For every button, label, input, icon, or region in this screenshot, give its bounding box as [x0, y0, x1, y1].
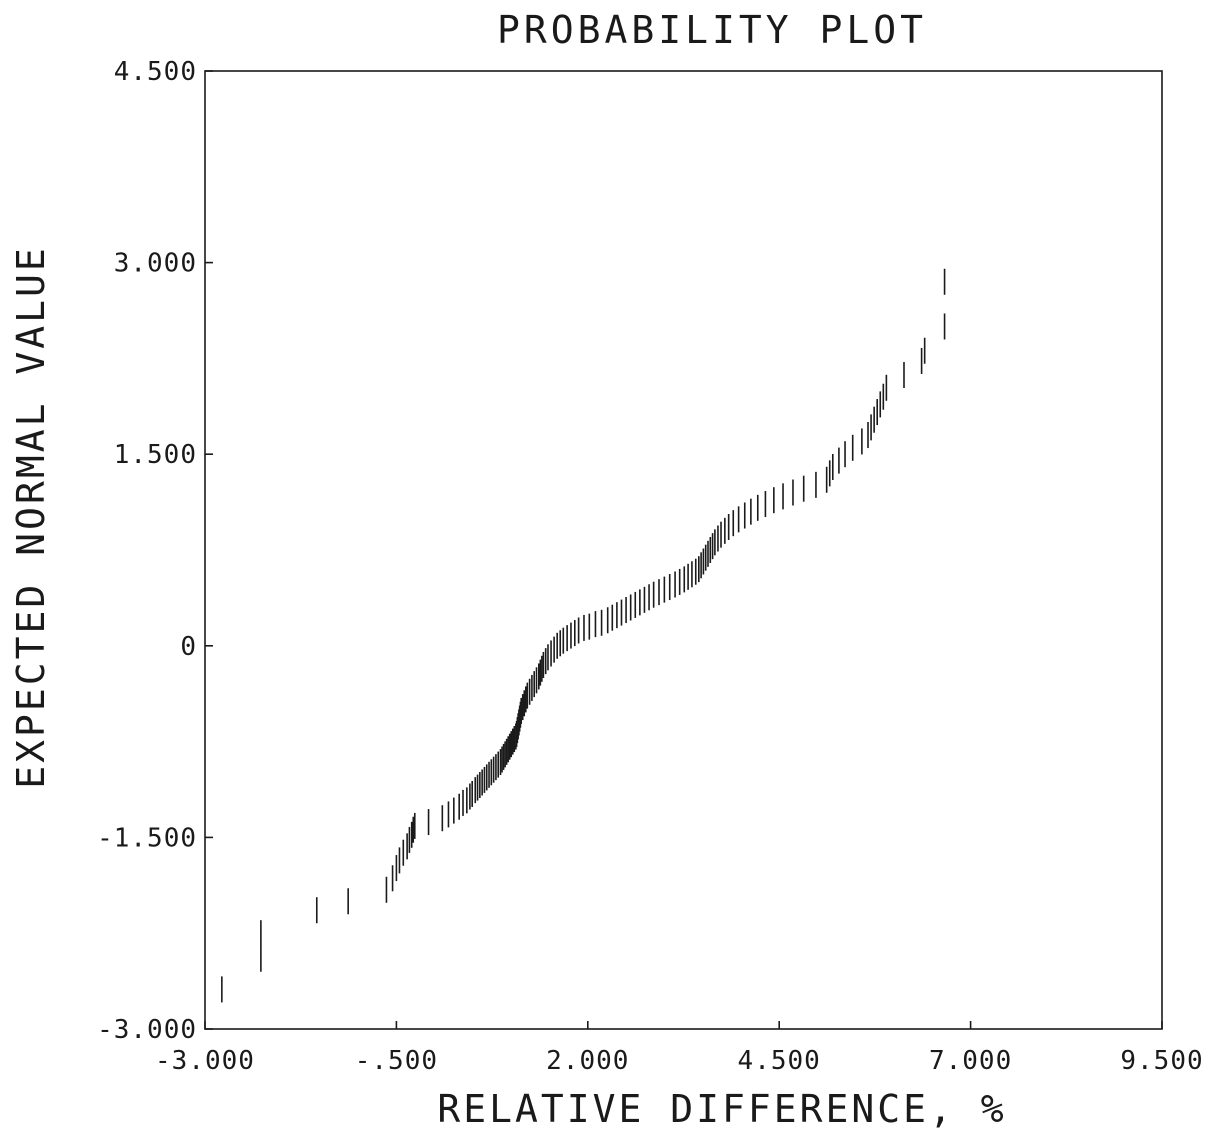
x-tick-label: -3.000 [155, 1046, 255, 1076]
plot-frame [204, 70, 1163, 1030]
x-tick-label: 4.500 [738, 1046, 821, 1076]
y-tick-label: 1.500 [114, 440, 197, 470]
y-tick-label: -3.000 [97, 1015, 197, 1045]
x-tick-label: -.500 [355, 1046, 438, 1076]
x-tick-label: 2.000 [546, 1046, 629, 1076]
x-tick-label: 7.000 [929, 1046, 1012, 1076]
chart-title: PROBABILITY PLOT [497, 8, 927, 52]
y-tick-label: 4.500 [114, 57, 197, 87]
y-tick-label: 0 [180, 632, 197, 662]
y-tick-label: -1.500 [97, 823, 197, 853]
x-tick-label: 9.500 [1120, 1046, 1203, 1076]
y-tick-label: 3.000 [114, 249, 197, 279]
y-axis: -3.000 -1.500 0 1.500 3.000 4.500 [97, 57, 213, 1045]
data-points [221, 268, 946, 1003]
x-axis: -3.000 -.500 2.000 4.500 7.000 9.500 [155, 1021, 1203, 1076]
y-axis-label: EXPECTED NORMAL VALUE [9, 245, 53, 788]
x-axis-label: RELATIVE DIFFERENCE, % [437, 1087, 1006, 1130]
